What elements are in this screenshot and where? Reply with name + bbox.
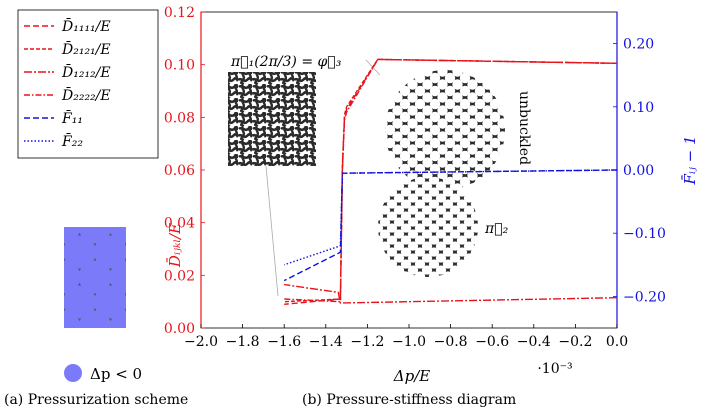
inset-buckled-lattice: π⃗₂ — [378, 177, 509, 277]
scheme-circle — [109, 310, 126, 328]
right-tick-label: −0.10 — [623, 226, 666, 242]
left-axis-label: D̄ᵢⱼₖₗ/E — [166, 223, 184, 268]
x-tick-label: −0.6 — [475, 334, 509, 350]
scheme-circle — [109, 260, 126, 294]
series-line-3 — [284, 283, 618, 304]
pi2-lattice-image — [378, 177, 478, 277]
caption-right: (b) Pressure-stiffness diagram — [302, 392, 516, 408]
left-tick-label: 0.04 — [164, 216, 195, 232]
x-tick-label: −2.0 — [184, 334, 218, 350]
x-axis-label: Δp/E — [393, 367, 430, 385]
scheme-circle — [64, 310, 81, 328]
scheme-circle — [78, 260, 112, 294]
legend-label: F̄₂₂ — [61, 132, 83, 150]
scheme-circle — [64, 227, 81, 244]
left-axis-ticks: 0.00 0.02 0.04 0.06 0.08 0.10 0.12 — [164, 5, 205, 337]
data-series — [283, 58, 618, 305]
x-tick-label: −0.4 — [517, 334, 551, 350]
scheme-circle — [64, 235, 96, 269]
annotation-pi1: π⃗₁(2π/3) = φ⃗₃ — [230, 54, 342, 70]
x-tick-label: −1.2 — [350, 334, 384, 350]
left-tick-label: 0.12 — [164, 5, 195, 21]
series-line-6 — [283, 169, 618, 266]
annotation-unbuckled: unbuckled — [516, 91, 532, 165]
legend-label: D̄₁₁₁₁/E — [61, 17, 111, 35]
scheme-circle — [94, 285, 126, 319]
unbuckled-lattice-image — [385, 70, 505, 190]
inset-unbuckled-lattice: unbuckled — [365, 59, 532, 190]
legend-label: D̄₂₂₂₂/E — [61, 86, 111, 104]
right-tick-label: −0.20 — [623, 289, 666, 305]
right-tick-label: 0.00 — [623, 163, 654, 179]
scheme-circle — [64, 285, 96, 319]
left-tick-label: 0.08 — [164, 110, 195, 126]
x-tick-label: 0.0 — [606, 334, 628, 350]
left-tick-label: 0.10 — [164, 58, 195, 74]
annotation-pi2: π⃗₂ — [484, 221, 509, 237]
x-axis-multiplier: ·10⁻³ — [537, 361, 572, 377]
legend-label: D̄₁₂₁₂/E — [61, 63, 111, 81]
legend: D̄₁₁₁₁/E D̄₂₁₂₁/E D̄₁₂₁₂/E D̄₂₂₂₂/E F̄₁₁ F̄₂₂ — [17, 9, 159, 159]
right-axis-label: F̄ᵢⱼ − 1 — [681, 135, 699, 185]
scheme-circle — [78, 310, 112, 328]
inset-buckled-pattern: π⃗₁(2π/3) = φ⃗₃ — [228, 54, 342, 297]
x-tick-label: −1.6 — [267, 334, 301, 350]
pressurization-scheme: Δp < 0 — [64, 227, 142, 383]
left-tick-label: 0.06 — [164, 163, 195, 179]
legend-box — [17, 9, 159, 159]
x-tick-label: −1.8 — [226, 334, 260, 350]
pressure-legend-label: Δp < 0 — [90, 365, 142, 383]
left-tick-label: 0.02 — [164, 268, 195, 284]
x-tick-label: −1.0 — [392, 334, 426, 350]
x-tick-label: −1.4 — [309, 334, 343, 350]
right-axis-ticks: −0.20 −0.10 0.00 0.10 0.20 — [613, 37, 666, 305]
scheme-circle — [64, 260, 81, 294]
right-tick-label: 0.20 — [623, 37, 654, 53]
scheme-circles — [64, 227, 126, 328]
caption-left: (a) Pressurization scheme — [4, 392, 188, 408]
x-axis-ticks: −2.0 −1.8 −1.6 −1.4 −1.2 −1.0 −0.8 −0.6 −0.4 −0.2… — [184, 324, 628, 350]
inset-pointer-line — [265, 165, 279, 297]
x-tick-label: −0.2 — [558, 334, 592, 350]
right-tick-label: 0.10 — [623, 100, 654, 116]
pressure-legend-dot — [64, 364, 82, 382]
legend-label: F̄₁₁ — [61, 109, 83, 127]
left-tick-label: 0.00 — [164, 321, 195, 337]
series-line-4 — [284, 58, 618, 303]
scheme-circle — [94, 235, 126, 269]
legend-label: D̄₂₁₂₁/E — [61, 40, 111, 58]
x-tick-label: −0.8 — [434, 334, 468, 350]
scheme-circle — [109, 227, 126, 244]
buckled-lattice-image — [228, 72, 316, 166]
